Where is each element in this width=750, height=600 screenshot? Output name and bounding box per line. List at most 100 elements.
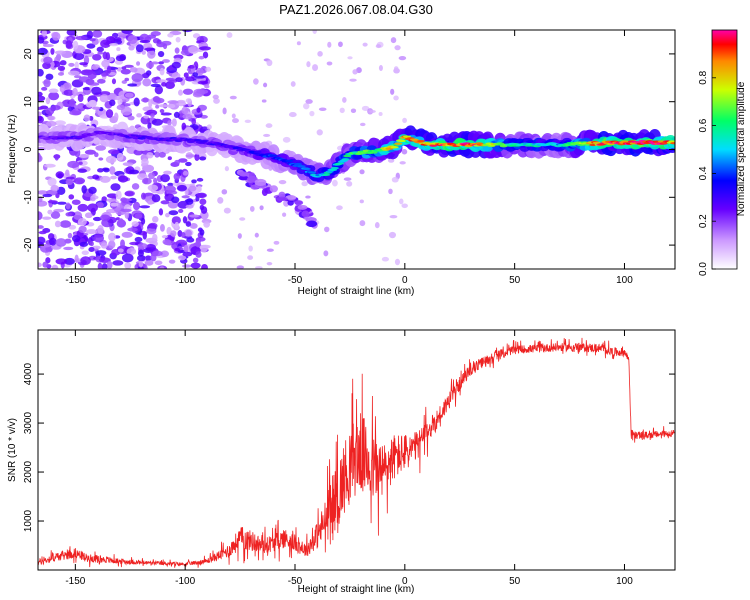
spectrogram-noise-blob xyxy=(402,117,407,124)
spectrogram-branch-blob xyxy=(276,196,288,202)
x-tick-label: 0 xyxy=(402,576,408,587)
spectrogram-noise-blob xyxy=(194,75,206,79)
spectrogram-noise-blob xyxy=(182,264,192,268)
spectrogram-noise-blob xyxy=(185,204,194,209)
colorbar-tick-label: 0.2 xyxy=(698,214,709,228)
spectrogram-noise-blob xyxy=(50,47,55,55)
spectrogram-noise-blob xyxy=(155,104,160,109)
spectrogram-noise-blob xyxy=(124,191,134,197)
spectrogram-noise-blob xyxy=(55,258,67,265)
spectrogram-noise-blob xyxy=(178,208,184,214)
spectrogram-noise-blob xyxy=(259,205,264,211)
spectrogram-ridge-blob xyxy=(592,141,601,145)
spectrogram-noise-blob xyxy=(399,161,406,165)
spectrogram-noise-blob xyxy=(110,202,119,207)
spectrogram-noise-blob xyxy=(73,211,83,220)
spectrogram-noise-blob xyxy=(110,183,121,191)
spectrogram-noise-blob xyxy=(167,33,174,38)
spectrogram-noise-blob xyxy=(117,98,123,106)
spectrogram-noise-blob xyxy=(332,179,338,187)
spectrogram-noise-blob xyxy=(306,61,311,68)
spectrogram-noise-blob xyxy=(162,43,168,50)
spectrogram-noise-blob xyxy=(342,96,347,103)
spectrogram-noise-blob xyxy=(185,76,195,82)
spectrogram-noise-blob xyxy=(68,70,80,76)
spectrogram-noise-blob xyxy=(109,166,116,175)
x-tick-label: -50 xyxy=(288,275,303,286)
spectrogram-noise-blob xyxy=(261,99,267,103)
spectrogram-branch-blob xyxy=(269,185,278,193)
spectrogram-noise-blob xyxy=(87,82,100,86)
spectrogram-noise-blob xyxy=(196,107,201,113)
spectrogram-noise-blob xyxy=(113,112,119,121)
spectrogram-noise-blob xyxy=(168,210,179,216)
spectrogram-noise-blob xyxy=(107,92,117,102)
spectrogram-noise-blob xyxy=(278,180,287,185)
spectrogram-noise-blob xyxy=(72,87,78,97)
spectrogram-noise-blob xyxy=(65,212,72,217)
colorbar-label: Normalized spectral amplitude xyxy=(736,81,747,216)
spectrogram-noise-blob xyxy=(152,233,158,242)
spectrogram-noise-blob xyxy=(141,217,146,225)
spectrogram-noise-blob xyxy=(71,199,81,205)
spectrogram-noise-blob xyxy=(263,82,268,88)
spectrogram-noise-blob xyxy=(303,102,310,110)
spectrogram-noise-blob xyxy=(393,95,399,101)
spectrogram-noise-blob xyxy=(38,153,42,162)
spectrogram-noise-blob xyxy=(182,88,194,95)
spectrogram-noise-blob xyxy=(222,107,227,115)
spectrogram-noise-blob xyxy=(326,61,333,66)
x-tick-label: 100 xyxy=(616,576,633,587)
spectrogram-noise-blob xyxy=(128,45,135,51)
spectrogram-noise-blob xyxy=(97,78,106,84)
spectrogram-noise-blob xyxy=(121,30,133,34)
spectrogram-branch-blob xyxy=(278,191,286,199)
spectrogram-noise-blob xyxy=(73,177,86,185)
spectrogram-noise-blob xyxy=(160,223,165,232)
spectrogram-noise-blob xyxy=(190,262,201,269)
spectrogram-noise-blob xyxy=(89,38,96,42)
spectrogram-noise-blob xyxy=(202,51,209,59)
spectrogram-branch-blob xyxy=(254,178,267,187)
spectrogram-noise-blob xyxy=(152,215,159,223)
spectrogram-ridge-blob xyxy=(269,154,278,157)
spectrogram-noise-blob xyxy=(45,107,55,115)
spectrogram-noise-blob xyxy=(106,260,113,269)
spectrogram-noise-blob xyxy=(63,89,75,96)
colorbar-tick-label: 0.8 xyxy=(698,70,709,84)
colorbar: 0.0 0.2 0.4 0.6 0.8 Normalized spectral ampl… xyxy=(698,29,747,276)
spectrogram-noise-blob xyxy=(188,185,197,192)
spectrogram-noise-blob xyxy=(154,260,163,266)
spectrogram-noise-blob xyxy=(141,177,152,185)
spectrogram-noise-blob xyxy=(199,204,205,211)
spectrogram-noise-blob xyxy=(244,119,252,123)
spectrogram-branch-blob xyxy=(247,175,258,183)
spectrogram-noise-blob xyxy=(86,30,94,39)
spectrogram-noise-blob xyxy=(231,113,236,119)
spectrogram-noise-blob xyxy=(174,221,180,230)
spectrogram-noise-blob xyxy=(77,203,89,212)
spectrogram-noise-blob xyxy=(112,260,124,266)
spectrogram-noise-blob xyxy=(247,255,254,260)
spectrogram-noise-blob xyxy=(318,107,327,111)
spectrogram-noise-blob xyxy=(192,257,199,263)
spectrogram-noise-blob xyxy=(100,242,108,249)
spectrogram-branch-blob xyxy=(306,220,318,228)
spectrogram-noise-blob xyxy=(391,176,399,183)
spectrogram-noise-blob xyxy=(301,181,308,187)
spectrogram-noise-blob xyxy=(159,266,165,269)
spectrogram-noise-blob xyxy=(323,250,329,257)
spectrogram-noise-blob xyxy=(174,47,180,54)
spectrogram-noise-blob xyxy=(51,31,61,41)
spectrogram-noise-blob xyxy=(336,205,343,211)
spectrogram-noise-blob xyxy=(114,96,121,101)
spectrogram-ridge-blob xyxy=(390,146,399,149)
spectrogram-noise-blob xyxy=(127,227,138,232)
spectrogram-noise-blob xyxy=(139,40,151,44)
spectrogram-noise-blob xyxy=(38,196,43,203)
spectrogram-noise-blob xyxy=(212,94,219,100)
spectrogram-noise-blob xyxy=(343,177,352,181)
spectrogram-noise-blob xyxy=(223,207,231,214)
spectrogram-noise-blob xyxy=(89,99,98,107)
spectrogram-noise-blob xyxy=(174,159,181,165)
